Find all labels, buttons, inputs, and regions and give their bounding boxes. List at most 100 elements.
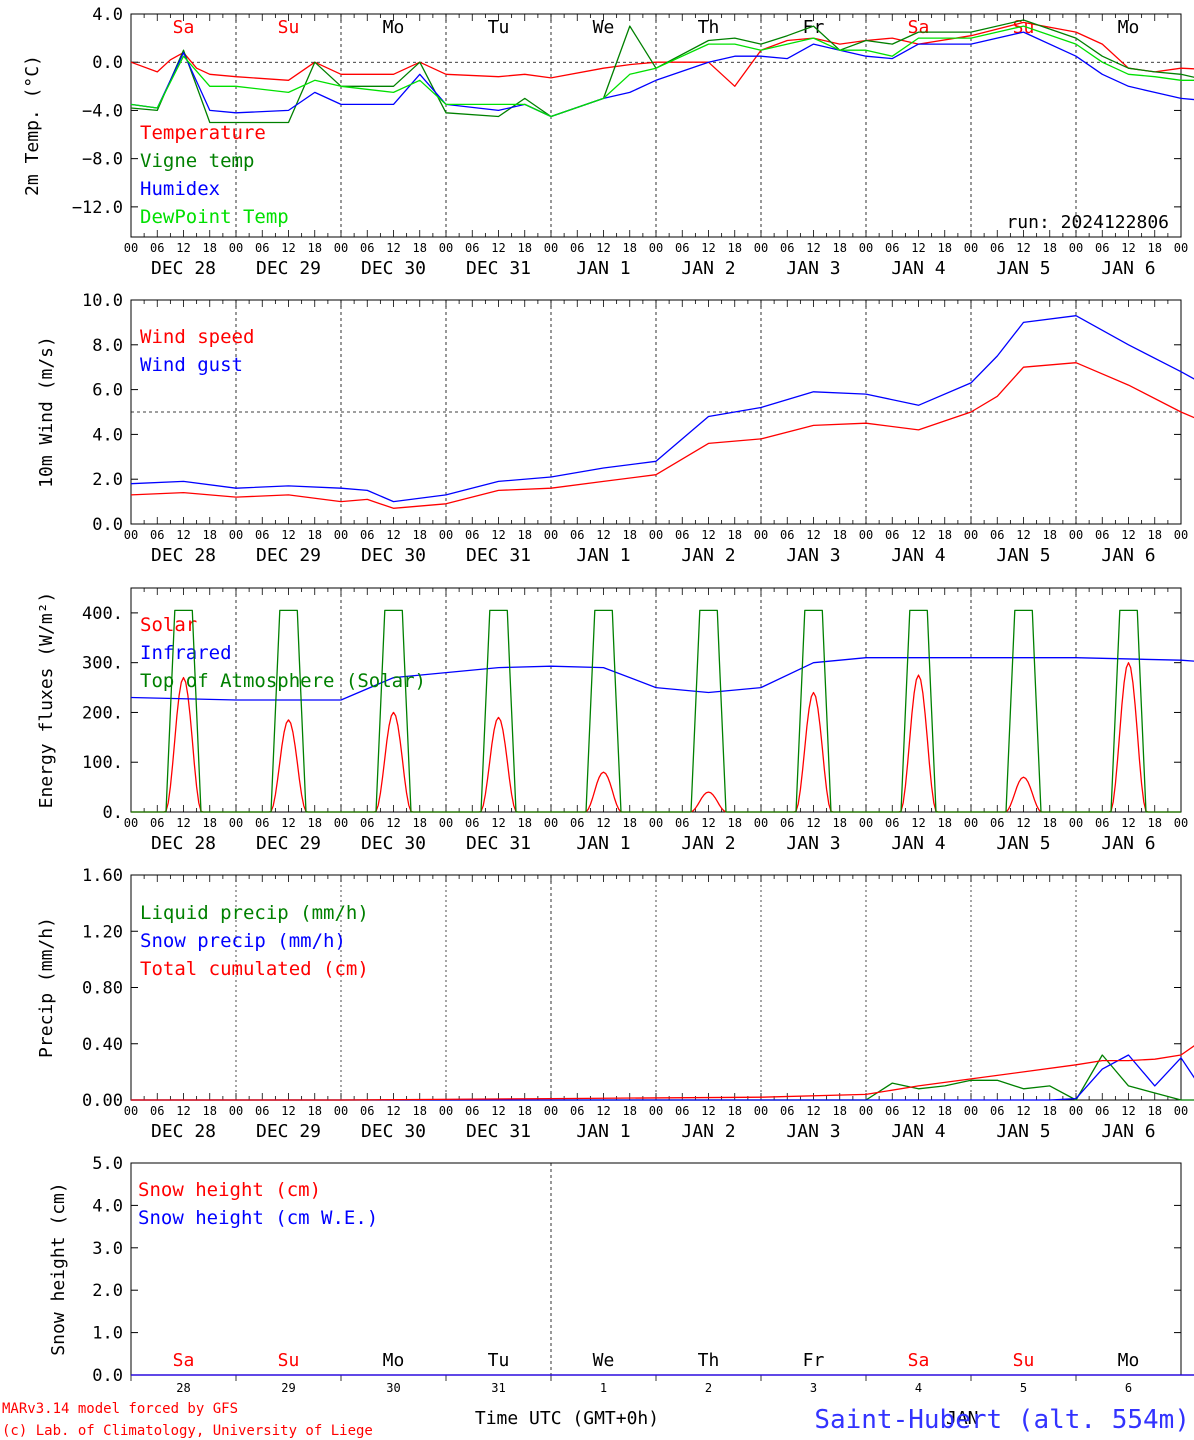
x-tick-label: 00 [1069, 816, 1083, 830]
footer-model: MARv3.14 model forced by GFS [2, 1401, 238, 1417]
x-tick-label: 18 [833, 816, 847, 830]
x-tick-label: 18 [413, 241, 427, 255]
x-tick-label: 18 [623, 241, 637, 255]
weekday-label: Su [278, 17, 300, 38]
panel-energy: 00 06 12 18 DEC 28 00 06 12 18 DEC 29 00 06 12 18 DEC … [36, 587, 1194, 854]
day-label: JAN 6 [1101, 545, 1155, 566]
y-tick-label: 4.0 [92, 1196, 123, 1216]
x-tick-label: 12 [911, 1104, 925, 1118]
series-liquid-precip-mm-h- [131, 1054, 1194, 1101]
day-label: JAN 4 [891, 258, 945, 279]
weekday-label: Th [698, 1350, 720, 1371]
y-axis-label: Snow height (cm) [48, 1182, 69, 1355]
x-tick-label: 00 [754, 528, 768, 542]
x-tick-label: 12 [701, 528, 715, 542]
day-label: JAN 4 [891, 833, 945, 854]
x-tick-label: 18 [938, 1104, 952, 1118]
x-tick-label: 12 [176, 816, 190, 830]
y-tick-label: 0. [103, 803, 123, 823]
day-label: JAN 1 [576, 1121, 630, 1142]
series-infrared [130, 657, 1194, 701]
x-tick-label: 18 [1043, 241, 1057, 255]
x-tick-label: 12 [491, 528, 505, 542]
day-label: DEC 31 [466, 258, 531, 279]
weekday-label: Mo [383, 17, 405, 38]
x-tick-label: 18 [938, 528, 952, 542]
legend-entry: Top of Atmosphere (Solar) [140, 670, 426, 692]
x-tick-label: 18 [1043, 816, 1057, 830]
day-label: JAN 4 [891, 1121, 945, 1142]
x-tick-label: 18 [308, 816, 322, 830]
day-label: JAN 6 [1101, 1121, 1155, 1142]
x-tick-label: 18 [728, 241, 742, 255]
y-tick-label: 4.0 [92, 425, 123, 445]
x-tick-label: 00 [334, 241, 348, 255]
y-tick-label: 8.0 [92, 336, 123, 356]
y-tick-label: 1.60 [82, 866, 123, 886]
x-tick-label: 18 [623, 816, 637, 830]
weekday-label: Su [1013, 1350, 1035, 1371]
x-tick-label: 06 [990, 241, 1004, 255]
x-tick-label: 06 [255, 1104, 269, 1118]
x-tick-label: 00 [649, 1104, 663, 1118]
legend-entry: Total cumulated (cm) [140, 958, 369, 980]
x-tick-label: 06 [570, 816, 584, 830]
day-label: JAN 1 [576, 833, 630, 854]
x-tick-label: 28 [176, 1381, 190, 1395]
x-tick-label: 06 [465, 816, 479, 830]
x-tick-label: 06 [465, 1104, 479, 1118]
x-tick-label: 06 [570, 1104, 584, 1118]
x-tick-label: 06 [150, 241, 164, 255]
weekday-label: Mo [383, 1350, 405, 1371]
x-tick-label: 06 [150, 816, 164, 830]
y-tick-label: 100. [82, 753, 123, 773]
x-tick-label: 12 [176, 528, 190, 542]
day-label: DEC 28 [151, 833, 216, 854]
weekday-label: Tu [488, 17, 510, 38]
x-tick-label: 12 [386, 1104, 400, 1118]
x-tick-label: 5 [1020, 1381, 1027, 1395]
day-label: JAN 2 [681, 1121, 735, 1142]
x-tick-label: 18 [203, 1104, 217, 1118]
y-tick-label: 2.0 [92, 1281, 123, 1301]
month-label: JAN [946, 1408, 979, 1429]
weekday-label: Fr [803, 1350, 825, 1371]
day-label: JAN 6 [1101, 258, 1155, 279]
day-label: JAN 2 [681, 545, 735, 566]
x-tick-label: 12 [701, 816, 715, 830]
x-tick-label: 00 [754, 241, 768, 255]
x-tick-label: 12 [281, 241, 295, 255]
weekday-label: Su [278, 1350, 300, 1371]
x-tick-label: 06 [885, 1104, 899, 1118]
legend-entry: Vigne temp [140, 150, 254, 172]
day-label: DEC 31 [466, 545, 531, 566]
day-label: JAN 3 [786, 258, 840, 279]
x-tick-label: 00 [649, 816, 663, 830]
y-tick-label: 1.20 [82, 922, 123, 942]
x-tick-label: 06 [150, 1104, 164, 1118]
day-label: JAN 5 [996, 833, 1050, 854]
y-tick-label: 5.0 [92, 1154, 123, 1174]
series-snow-height-cm- [131, 1374, 1194, 1376]
x-tick-label: 12 [1016, 528, 1030, 542]
x-tick-label: 18 [413, 528, 427, 542]
x-tick-label: 06 [885, 528, 899, 542]
panel-wind: 00 06 12 18 DEC 28 00 06 12 18 DEC 29 00 06 12 18 DEC … [36, 291, 1194, 566]
x-tick-label: 00 [964, 241, 978, 255]
legend-entry: Liquid precip (mm/h) [140, 902, 369, 924]
day-label: DEC 30 [361, 1121, 426, 1142]
x-tick-label: 18 [413, 816, 427, 830]
y-tick-label: 3.0 [92, 1239, 123, 1259]
x-tick-label: 00 [649, 528, 663, 542]
series-temperature [130, 21, 1194, 87]
x-tick-label: 12 [1121, 1104, 1135, 1118]
x-tick-label: 12 [701, 241, 715, 255]
x-tick-label: 00 [439, 241, 453, 255]
day-label: JAN 5 [996, 258, 1050, 279]
x-tick-label: 18 [518, 241, 532, 255]
x-tick-label: 12 [176, 1104, 190, 1118]
x-tick-label: 18 [518, 816, 532, 830]
x-tick-label: 18 [1148, 816, 1162, 830]
x-tick-label: 18 [938, 816, 952, 830]
